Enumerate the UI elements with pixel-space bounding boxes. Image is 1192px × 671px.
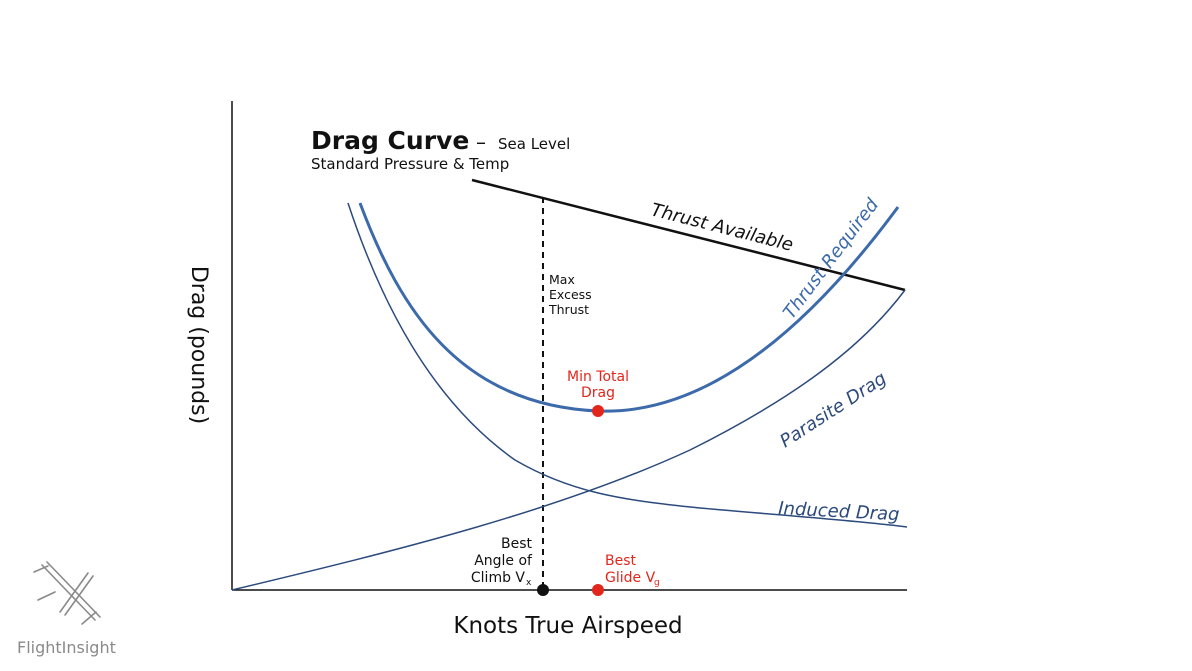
best-glide-point [592, 584, 604, 596]
flightinsight-logo: FlightInsight [17, 561, 116, 657]
parasite-drag-curve [231, 289, 906, 591]
induced-drag-label: Induced Drag [778, 498, 900, 525]
thrust-required-label: Thrust Required [779, 194, 883, 323]
best-angle-climb-label-1: Best [501, 536, 533, 552]
best-angle-climb-label-3: Climb V [471, 570, 526, 586]
min-total-drag-point [592, 405, 604, 417]
best-glide-label-2: Glide V [605, 570, 656, 586]
induced-drag-curve [347, 202, 908, 528]
y-axis-label: Drag (pounds) [186, 266, 211, 424]
best-glide-label-1: Best [605, 553, 637, 569]
best-angle-climb-point [537, 584, 549, 596]
thrust-available-line [471, 178, 906, 292]
best-angle-climb-label-2: Angle of [474, 553, 533, 569]
title-sea-level: Sea Level [498, 135, 570, 153]
title-dash: – [476, 130, 486, 154]
x-axis-label: Knots True Airspeed [453, 613, 682, 639]
thrust-available-label: Thrust Available [649, 199, 796, 255]
min-total-drag-label-1: Min Total [567, 369, 629, 385]
max-excess-thrust-label-3: Thrust [548, 302, 589, 317]
max-excess-thrust-label-1: Max [549, 272, 575, 287]
logo-text: FlightInsight [17, 638, 116, 657]
thrust-required-curve [358, 202, 900, 413]
best-glide-subscript: g [654, 578, 660, 588]
diagram-title: Drag Curve [311, 126, 469, 155]
min-total-drag-label-2: Drag [581, 385, 615, 401]
title-conditions: Standard Pressure & Temp [311, 155, 509, 173]
parasite-drag-label: Parasite Drag [776, 368, 890, 452]
max-excess-thrust-label-2: Excess [549, 287, 592, 302]
airplane-icon [33, 561, 101, 625]
best-angle-climb-subscript: x [526, 578, 532, 588]
